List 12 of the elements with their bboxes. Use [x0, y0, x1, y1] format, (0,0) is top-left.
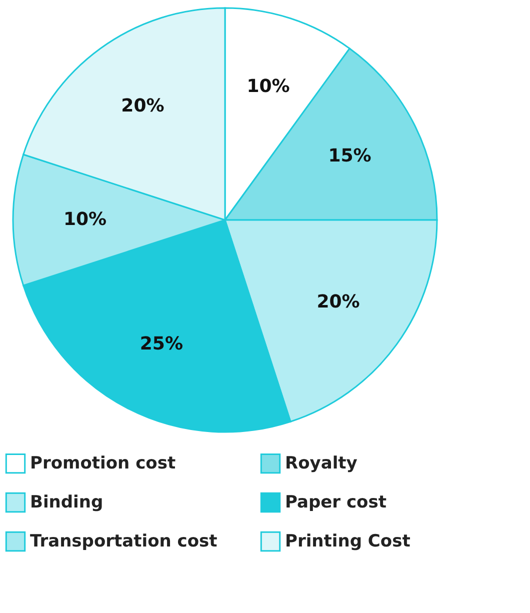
data-label: 25%: [140, 334, 183, 355]
legend-label: Promotion cost: [30, 454, 176, 474]
data-label: 10%: [63, 209, 107, 230]
data-label: 10%: [246, 76, 290, 97]
legend-label: Binding: [30, 492, 104, 512]
legend-label: Royalty: [285, 454, 358, 474]
data-label: 20%: [121, 96, 164, 117]
data-label: 20%: [316, 291, 360, 312]
legend-label: Transportation cost: [30, 532, 218, 552]
legend-label: Paper cost: [285, 492, 386, 512]
data-label: 15%: [328, 145, 372, 166]
legend-label: Printing Cost: [285, 532, 410, 552]
